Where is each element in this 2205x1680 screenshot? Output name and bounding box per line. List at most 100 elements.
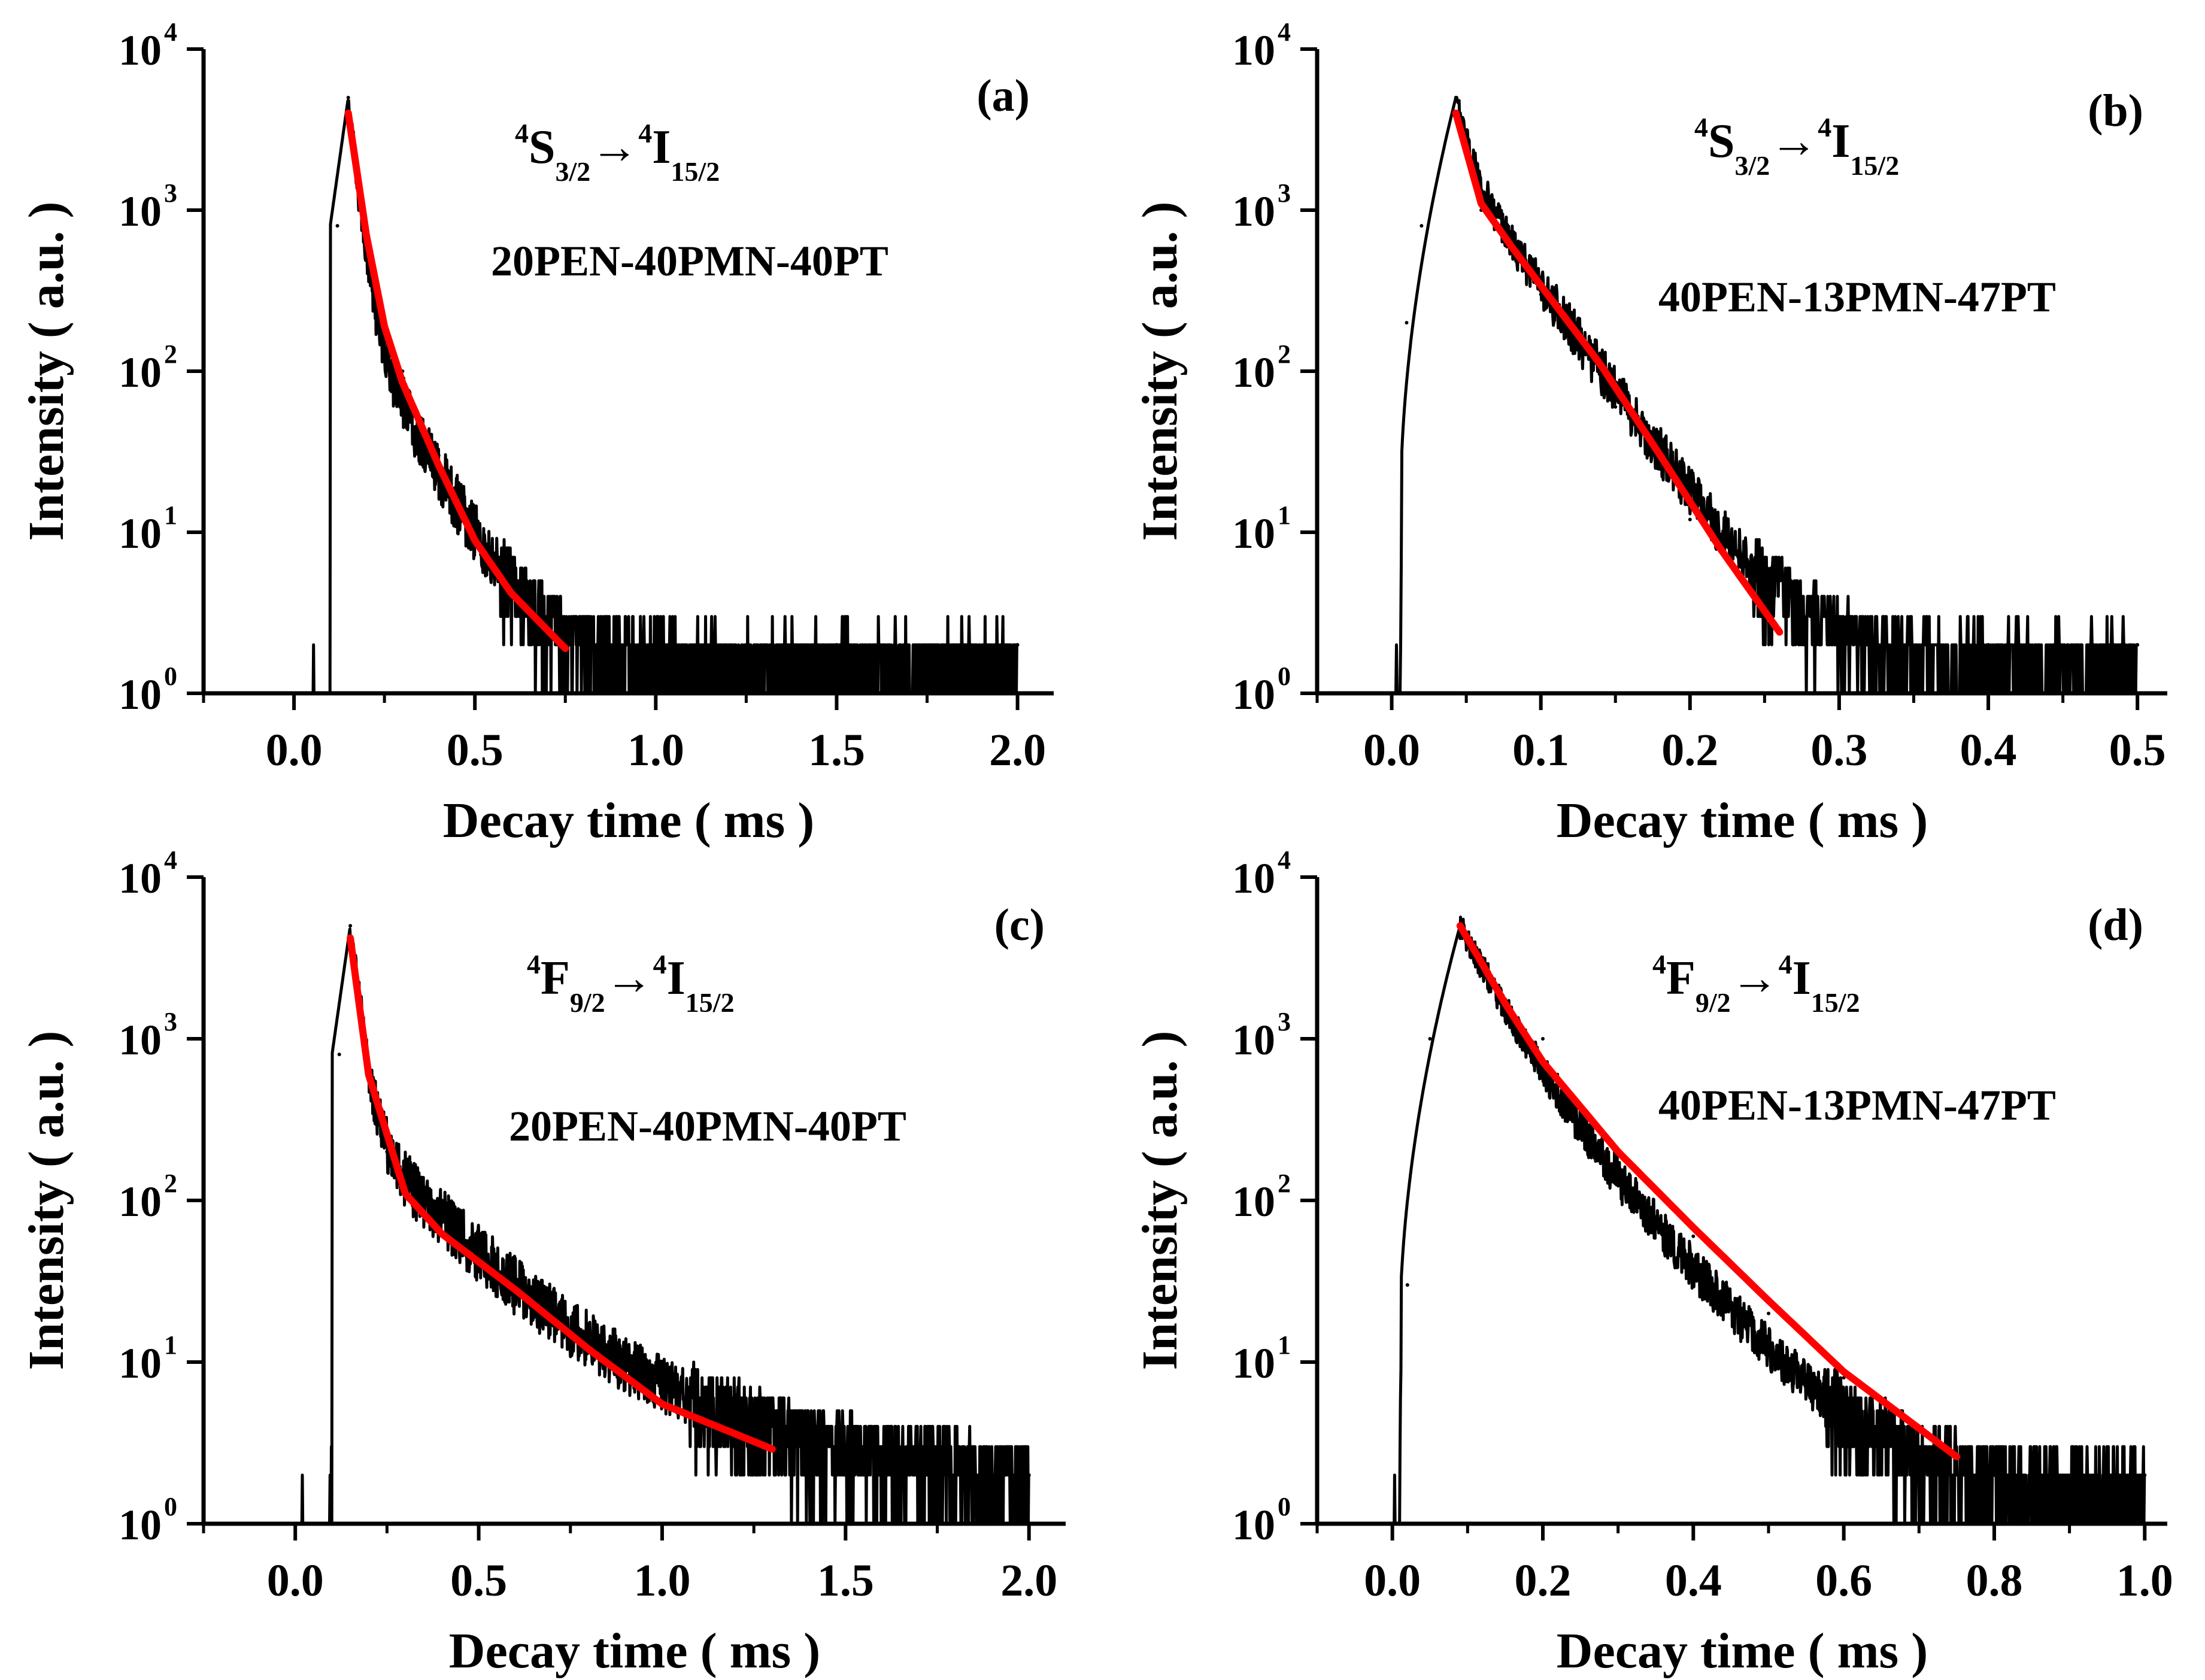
y-tick-label: 10	[119, 671, 162, 718]
data-point	[293, 1522, 298, 1526]
y-tick-exponent: 3	[1278, 178, 1291, 208]
y-axis-title: Intensity ( a.u. )	[19, 201, 74, 541]
sample-label: 40PEN-13PMN-47PT	[1658, 273, 2056, 321]
y-tick-label: 10	[119, 854, 162, 902]
data-point	[1539, 292, 1543, 296]
data-point	[1027, 1473, 1031, 1477]
data-point	[2143, 1473, 2147, 1477]
y-tick-label: 10	[1232, 348, 1275, 396]
x-tick-label: 1.0	[2116, 1555, 2173, 1606]
data-point	[337, 1053, 341, 1057]
data-point	[1540, 1037, 1545, 1041]
y-tick-exponent: 0	[1278, 662, 1291, 691]
data-point	[844, 1445, 848, 1449]
y-tick-label: 10	[1232, 1339, 1275, 1387]
y-tick-exponent: 4	[164, 17, 177, 47]
x-tick-label: 1.0	[627, 725, 684, 775]
y-tick-label: 10	[119, 1339, 162, 1387]
transition-annotation: 4F9/2→4I15/2	[1652, 949, 1860, 1018]
data-point	[1613, 405, 1618, 409]
y-axis-title: Intensity ( a.u. )	[1132, 1030, 1188, 1370]
x-tick-label: 0.4	[1665, 1555, 1722, 1606]
data-point	[335, 224, 339, 228]
data-point	[1454, 95, 1458, 99]
y-tick-exponent: 4	[1278, 845, 1291, 875]
y-axis-title: Intensity ( a.u. )	[1132, 201, 1188, 541]
y-tick-label: 10	[119, 348, 162, 396]
x-tick-label: 0.1	[1512, 725, 1569, 775]
series-fit	[344, 110, 569, 652]
x-tick-label: 0.0	[266, 725, 323, 775]
series-measured-decay	[1391, 96, 2138, 695]
x-tick-label: 2.0	[1000, 1555, 1057, 1606]
y-tick-exponent: 2	[164, 1169, 177, 1198]
y-tick-label: 10	[1232, 854, 1275, 902]
sample-label: 20PEN-40PMN-40PT	[509, 1102, 906, 1150]
data-point	[348, 924, 353, 928]
panel-label: (d)	[2088, 900, 2143, 950]
data-point	[1992, 1473, 1996, 1477]
transition-annotation: 4S3/2→4I15/2	[1694, 112, 1899, 181]
x-tick-label: 0.3	[1810, 725, 1867, 775]
series-measured-decay	[294, 927, 1030, 1526]
y-tick-label: 10	[119, 510, 162, 557]
data-point	[1390, 692, 1394, 695]
y-tick-label: 10	[119, 1501, 162, 1549]
x-axis-title: Decay time ( ms )	[443, 793, 814, 848]
data-point	[2136, 643, 2140, 647]
series-measured-decay	[1391, 915, 2146, 1526]
data-point	[385, 1150, 389, 1154]
x-axis-title: Decay time ( ms )	[449, 1623, 820, 1679]
data-point	[1015, 643, 1020, 647]
sample-label: 20PEN-40PMN-40PT	[491, 237, 888, 285]
x-tick-label: 0.2	[1661, 725, 1718, 775]
x-axis-title: Decay time ( ms )	[1557, 793, 1928, 848]
x-axis-title: Decay time ( ms )	[1557, 1623, 1928, 1679]
x-tick-label: 1.5	[817, 1555, 874, 1606]
data-point	[1428, 1037, 1432, 1041]
data-point	[1420, 224, 1424, 228]
panel-label: (a)	[976, 71, 1030, 121]
y-axis-title: Intensity ( a.u. )	[19, 1030, 74, 1370]
y-tick-exponent: 1	[164, 1330, 177, 1360]
series-fit	[1456, 922, 1961, 1460]
y-tick-label: 10	[1232, 1501, 1275, 1549]
data-point	[292, 692, 296, 695]
y-tick-exponent: 3	[164, 178, 177, 208]
x-tick-label: 0.0	[267, 1555, 324, 1606]
data-point	[835, 643, 839, 647]
y-tick-label: 10	[1232, 187, 1275, 235]
sample-label: 40PEN-13PMN-47PT	[1658, 1081, 2056, 1129]
data-point	[1986, 643, 1991, 647]
data-point	[1399, 692, 1403, 695]
x-tick-label: 0.5	[2109, 725, 2166, 775]
data-point	[654, 643, 658, 647]
x-tick-label: 0.8	[1966, 1555, 2022, 1606]
y-tick-exponent: 1	[1278, 1330, 1291, 1360]
y-tick-label: 10	[119, 1016, 162, 1064]
y-tick-label: 10	[1232, 26, 1275, 74]
y-tick-exponent: 4	[164, 845, 177, 875]
transition-annotation: 4S3/2→4I15/2	[515, 118, 720, 187]
y-tick-label: 10	[1232, 1178, 1275, 1226]
series-fit	[347, 934, 776, 1453]
y-tick-exponent: 3	[164, 1007, 177, 1036]
data-point	[1688, 517, 1692, 521]
data-point	[346, 95, 350, 99]
x-tick-label: 1.5	[808, 725, 865, 775]
y-tick-exponent: 1	[1278, 501, 1291, 530]
panel-label: (b)	[2088, 86, 2143, 136]
x-tick-label: 0.4	[1960, 725, 2017, 775]
data-point	[1398, 1522, 1402, 1526]
data-point	[328, 692, 332, 695]
y-tick-exponent: 2	[1278, 339, 1291, 369]
data-point	[660, 1385, 664, 1389]
y-tick-exponent: 2	[1278, 1169, 1291, 1198]
y-tick-exponent: 1	[164, 501, 177, 530]
data-point	[477, 1247, 481, 1251]
